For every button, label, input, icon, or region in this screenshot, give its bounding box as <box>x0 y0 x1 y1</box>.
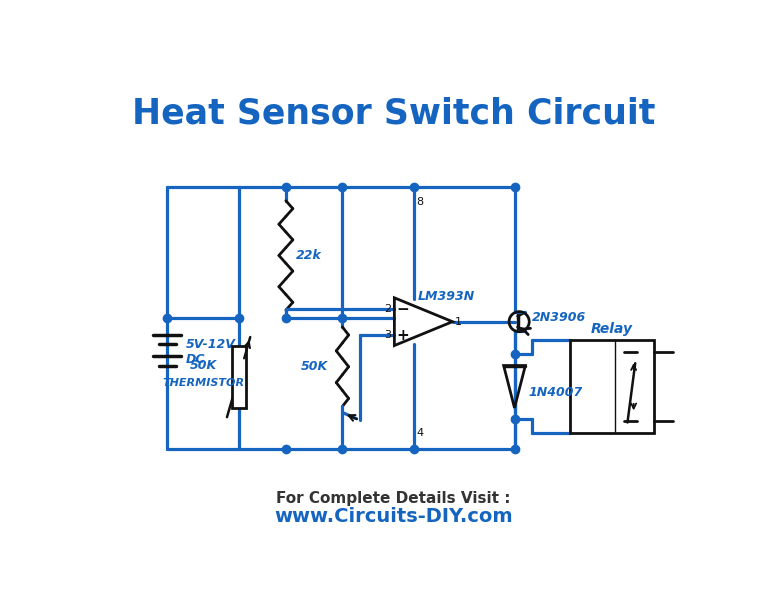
Text: +: + <box>396 328 409 343</box>
Text: 1N4007: 1N4007 <box>528 387 583 399</box>
Text: 2: 2 <box>384 303 391 314</box>
Text: −: − <box>396 302 409 317</box>
Text: 50K: 50K <box>301 360 328 373</box>
Bar <box>233 347 247 408</box>
Text: 1: 1 <box>455 317 462 326</box>
Text: 5V-12V
DC: 5V-12V DC <box>186 337 236 365</box>
Text: 3: 3 <box>384 330 391 340</box>
Bar <box>571 340 654 434</box>
Text: www.Circuits-DIY.com: www.Circuits-DIY.com <box>274 507 513 526</box>
Text: 22k: 22k <box>296 249 322 262</box>
Text: LM393N: LM393N <box>418 290 475 303</box>
Text: 50K: 50K <box>190 359 217 372</box>
Text: THERMISTOR: THERMISTOR <box>163 378 245 389</box>
Text: 8: 8 <box>416 198 423 207</box>
Text: Heat Sensor Switch Circuit: Heat Sensor Switch Circuit <box>132 96 655 130</box>
Text: 4: 4 <box>416 428 423 438</box>
Text: Relay: Relay <box>591 322 633 336</box>
Text: For Complete Details Visit :: For Complete Details Visit : <box>276 491 511 505</box>
Text: 2N3906: 2N3906 <box>532 311 587 324</box>
